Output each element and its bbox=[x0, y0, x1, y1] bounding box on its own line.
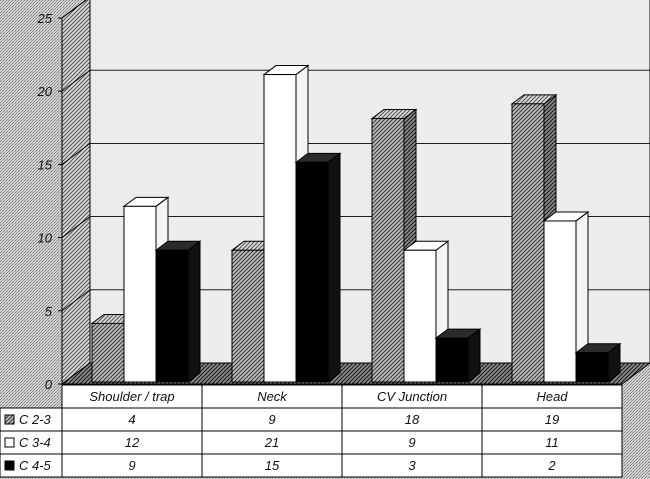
bar-front bbox=[263, 74, 297, 383]
table-value: 9 bbox=[268, 412, 275, 427]
bar-front bbox=[403, 249, 437, 383]
y-tick-label: 10 bbox=[38, 231, 53, 246]
side-wall bbox=[61, 0, 91, 385]
table-row bbox=[0, 407, 623, 432]
bar-side bbox=[187, 240, 201, 383]
y-tick-label: 20 bbox=[37, 84, 53, 99]
bar bbox=[294, 152, 342, 383]
bar-front bbox=[91, 322, 125, 383]
bar-front bbox=[435, 337, 469, 383]
y-tick-label: 5 bbox=[45, 304, 53, 319]
legend-swatch bbox=[4, 414, 15, 425]
y-axis: 0 5 10 15 20 25 bbox=[37, 11, 63, 392]
gridline bbox=[61, 142, 650, 165]
table-value: 11 bbox=[545, 435, 559, 450]
bar-front bbox=[575, 352, 609, 383]
table-value: 2 bbox=[547, 458, 556, 473]
table-value: 12 bbox=[125, 435, 140, 450]
gridline bbox=[61, 69, 650, 92]
data-table: Shoulder / trap Neck CV Junction Head C 2-3 4… bbox=[0, 384, 623, 478]
gridline bbox=[61, 289, 650, 312]
gridline bbox=[61, 216, 650, 238]
gridline bbox=[61, 0, 87, 19]
table-value: 3 bbox=[408, 458, 416, 473]
table-row bbox=[0, 453, 623, 478]
table-value: 18 bbox=[405, 412, 420, 427]
bar-front bbox=[231, 249, 265, 383]
table-value: 19 bbox=[545, 412, 559, 427]
category-label: Neck bbox=[257, 389, 288, 404]
legend-label: C 4-5 bbox=[19, 458, 52, 473]
legend-label: C 2-3 bbox=[19, 412, 52, 427]
floor bbox=[60, 362, 650, 385]
bar bbox=[574, 342, 622, 383]
bar-front bbox=[155, 249, 189, 383]
legend-label: C 3-4 bbox=[19, 435, 51, 450]
bar-side bbox=[327, 152, 341, 383]
bar bbox=[434, 328, 482, 383]
bar-front bbox=[295, 161, 329, 383]
table-value: 9 bbox=[408, 435, 415, 450]
category-label: CV Junction bbox=[377, 389, 447, 404]
table-row bbox=[0, 430, 623, 455]
y-tick-label: 0 bbox=[45, 377, 53, 392]
legend-swatch bbox=[4, 437, 15, 448]
bar-front bbox=[371, 117, 405, 383]
y-tick-label: 15 bbox=[38, 157, 53, 172]
category-label: Shoulder / trap bbox=[89, 389, 174, 404]
table-value: 21 bbox=[264, 435, 279, 450]
bar-front bbox=[123, 205, 157, 383]
y-tick-label: 25 bbox=[37, 11, 53, 26]
bars-layer bbox=[90, 64, 622, 383]
bar bbox=[154, 240, 202, 383]
gridlines bbox=[61, 0, 650, 312]
bar bbox=[542, 210, 590, 383]
category-label: Head bbox=[536, 389, 568, 404]
bar-front bbox=[543, 220, 577, 383]
table-value: 9 bbox=[128, 458, 135, 473]
legend-swatch bbox=[4, 460, 15, 471]
bar-front bbox=[511, 103, 545, 383]
table-value: 4 bbox=[128, 412, 135, 427]
table-value: 15 bbox=[265, 458, 280, 473]
